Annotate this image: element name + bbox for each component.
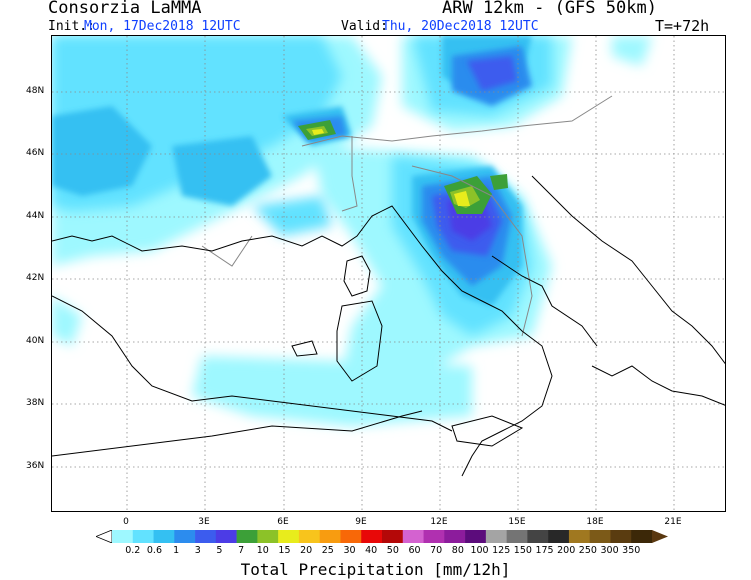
colorbar-level-label: 80: [451, 545, 464, 556]
colorbar-title: Total Precipitation [mm/12h]: [240, 560, 511, 579]
colorbar-level-label: 25: [321, 545, 334, 556]
colorbar-swatch: [631, 530, 653, 543]
colorbar-level-label: 40: [365, 545, 378, 556]
colorbar-swatch: [423, 530, 445, 543]
colorbar-swatch: [589, 530, 611, 543]
lon-label-6e: 6E: [277, 517, 289, 527]
precipitation-map: [51, 35, 726, 512]
lon-label-12e: 12E: [430, 517, 448, 527]
lat-lon-grid: [52, 36, 725, 511]
valid-value: Thu, 20Dec2018 12UTC: [382, 19, 539, 34]
colorbar-level-label: 15: [278, 545, 291, 556]
colorbar-swatch: [278, 530, 300, 543]
colorbar-swatch: [298, 530, 320, 543]
colorbar-swatch: [236, 530, 258, 543]
colorbar-level-label: 50: [386, 545, 399, 556]
colorbar-swatch: [257, 530, 279, 543]
colorbar-over-arrow: [652, 530, 668, 543]
lon-label-21e: 21E: [664, 517, 682, 527]
colorbar-level-label: 7: [238, 545, 245, 556]
colorbar-swatch: [361, 530, 383, 543]
colorbar-swatch: [485, 530, 507, 543]
colorbar-swatch: [174, 530, 196, 543]
colorbar-level-label: 30: [343, 545, 356, 556]
valid-label: Valid:: [341, 19, 388, 34]
coastlines: [52, 175, 725, 477]
lat-label-42n: 42N: [26, 273, 45, 283]
lat-label-46n: 46N: [26, 148, 45, 158]
colorbar-under-arrow: [96, 530, 113, 543]
colorbar-level-label: 250: [578, 545, 597, 556]
model-title: ARW 12km - (GFS 50km): [442, 0, 657, 18]
colorbar-swatch: [527, 530, 549, 543]
colorbar-level-label: 200: [557, 545, 576, 556]
colorbar-level-label: 150: [513, 545, 532, 556]
lat-label-38n: 38N: [26, 398, 45, 408]
colorbar-swatch: [195, 530, 217, 543]
colorbar-swatch: [548, 530, 570, 543]
init-value: Mon, 17Dec2018 12UTC: [84, 19, 241, 34]
colorbar-level-label: 0.6: [146, 545, 162, 556]
colorbar-swatch: [112, 530, 134, 543]
colorbar-swatch: [444, 530, 466, 543]
colorbar-swatch: [610, 530, 632, 543]
colorbar-level-label: 3: [194, 545, 201, 556]
precipitation-colorbar: [96, 530, 668, 543]
init-label: Init.:: [48, 19, 95, 34]
colorbar-swatch: [568, 530, 590, 543]
lat-label-44n: 44N: [26, 211, 45, 221]
colorbar-swatch: [153, 530, 175, 543]
colorbar-level-label: 10: [256, 545, 269, 556]
colorbar-level-label: 350: [622, 545, 641, 556]
map-canvas: [52, 36, 725, 511]
lon-label-3e: 3E: [198, 517, 210, 527]
colorbar-level-label: 100: [470, 545, 489, 556]
colorbar-level-label: 0.2: [125, 545, 141, 556]
colorbar-swatch: [402, 530, 424, 543]
colorbar-swatch: [132, 530, 154, 543]
colorbar-swatch: [215, 530, 237, 543]
lon-label-9e: 9E: [355, 517, 367, 527]
lon-label-0: 0: [123, 517, 129, 527]
country-borders: [201, 95, 613, 337]
colorbar-level-label: 70: [430, 545, 443, 556]
colorbar-swatch: [382, 530, 404, 543]
colorbar-level-label: 20: [300, 545, 313, 556]
colorbar-level-label: 60: [408, 545, 421, 556]
colorbar-swatch: [340, 530, 362, 543]
lat-label-48n: 48N: [26, 86, 45, 96]
lat-label-36n: 36N: [26, 461, 45, 471]
colorbar-swatch: [465, 530, 487, 543]
colorbar-swatch: [319, 530, 341, 543]
colorbar-swatch: [506, 530, 528, 543]
organization-title: Consorzia LaMMA: [48, 0, 202, 18]
colorbar-level-label: 175: [535, 545, 554, 556]
forecast-timestep: T=+72h: [655, 17, 710, 35]
colorbar-level-label: 5: [216, 545, 223, 556]
colorbar-level-label: 1: [173, 545, 180, 556]
precipitation-field: [52, 36, 652, 426]
lon-label-15e: 15E: [508, 517, 526, 527]
colorbar-level-label: 125: [492, 545, 511, 556]
colorbar-level-label: 300: [600, 545, 619, 556]
lat-label-40n: 40N: [26, 336, 45, 346]
lon-label-18e: 18E: [586, 517, 604, 527]
